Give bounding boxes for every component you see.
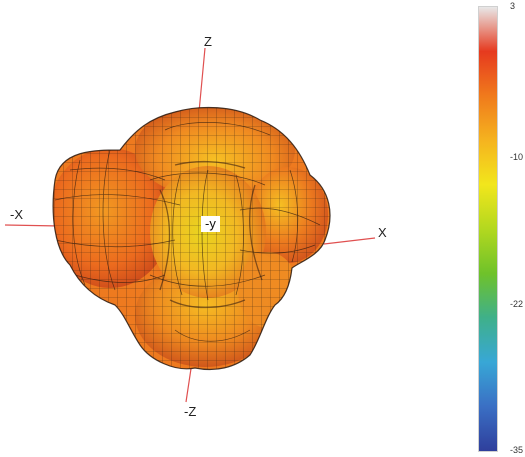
color-scale-bar <box>478 6 498 452</box>
x-axis-label: X <box>378 225 387 240</box>
z-axis-label: Z <box>204 34 212 49</box>
antenna-pattern-surface <box>52 106 331 371</box>
x-axis-line <box>323 237 376 245</box>
colorbar-tick-min: -35 <box>510 445 524 455</box>
z-axis-line <box>198 47 206 113</box>
radiation-pattern-3d-plot[interactable] <box>0 0 470 457</box>
colorbar-tick-mid-low: -22 <box>510 299 524 309</box>
colorbar-tick-mid-high: -10 <box>510 152 524 162</box>
colorbar-tick-max: 3 <box>510 1 516 11</box>
neg-x-axis-label: -X <box>10 207 23 222</box>
neg-x-axis-line <box>4 224 61 227</box>
neg-z-axis-label: -Z <box>184 404 197 419</box>
neg-y-axis-label: -y <box>201 216 220 232</box>
